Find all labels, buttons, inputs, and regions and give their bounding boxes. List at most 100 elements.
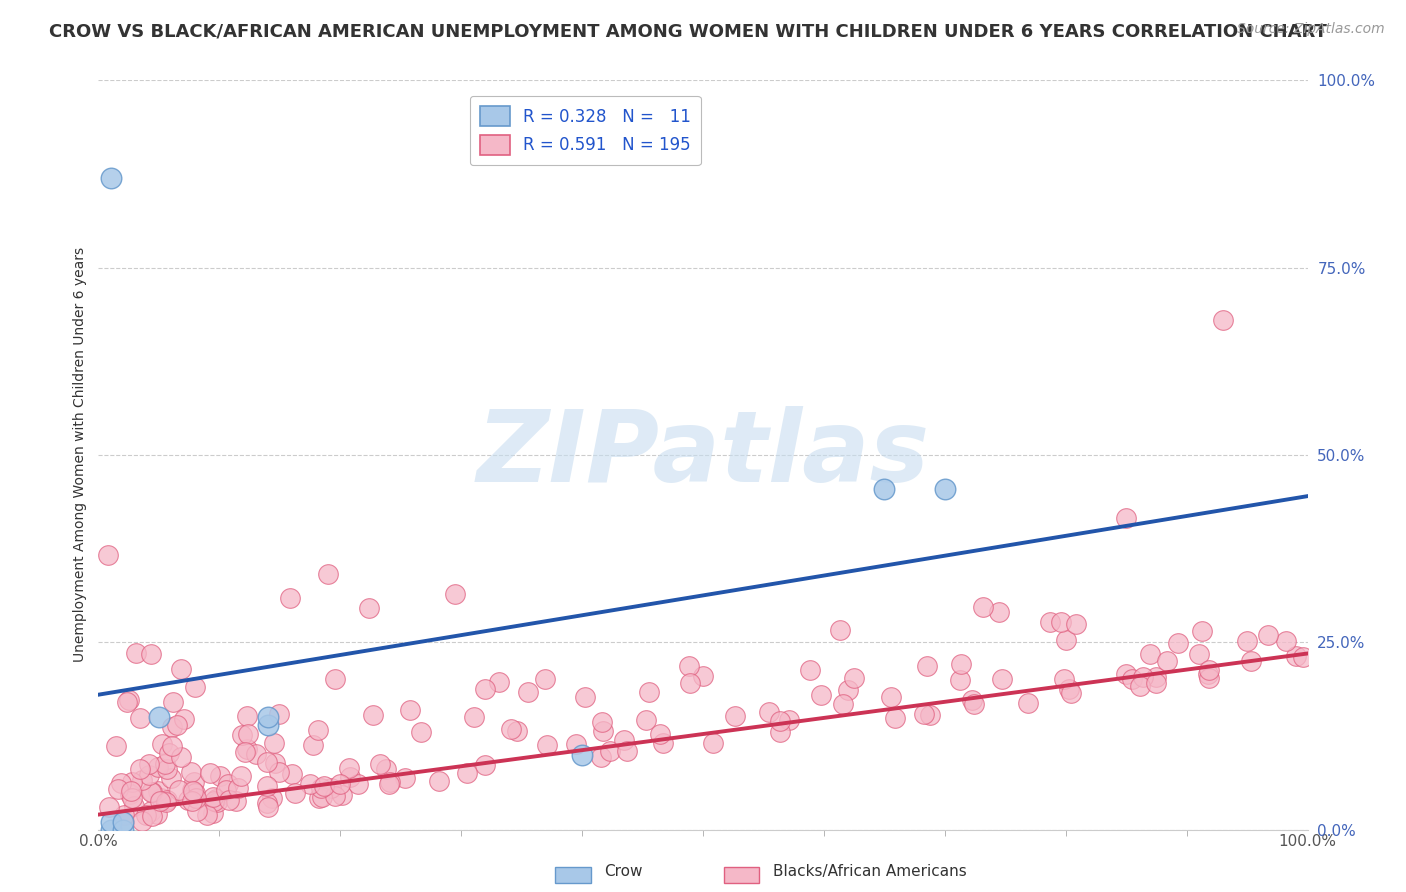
Point — [125, 646, 148, 660]
Point — [269, 764, 291, 779]
Point — [769, 725, 792, 739]
Point — [1191, 624, 1213, 639]
Text: Crow: Crow — [605, 864, 643, 879]
Point — [842, 671, 865, 685]
Point — [1198, 663, 1220, 677]
Y-axis label: Unemployment Among Women with Children Under 6 years: Unemployment Among Women with Children U… — [73, 247, 87, 663]
Point — [120, 784, 142, 798]
Point — [284, 786, 307, 800]
Point — [347, 777, 370, 791]
Point — [229, 768, 252, 782]
Point — [138, 757, 160, 772]
Point — [1188, 648, 1211, 662]
Point — [98, 800, 121, 814]
Point — [262, 790, 284, 805]
Point — [180, 765, 202, 780]
Point — [1121, 672, 1143, 686]
Point — [1285, 649, 1308, 664]
Point — [652, 736, 675, 750]
Point — [308, 791, 330, 805]
Point — [263, 735, 285, 749]
Point — [202, 794, 225, 808]
Point — [231, 728, 253, 742]
Point — [692, 668, 714, 682]
Point — [236, 708, 259, 723]
Point — [1212, 313, 1234, 327]
Point — [323, 672, 346, 686]
Point — [456, 766, 478, 780]
Point — [217, 777, 239, 791]
Point — [159, 771, 181, 785]
Point — [1274, 634, 1296, 648]
Point — [443, 587, 465, 601]
Point — [330, 789, 353, 803]
Point — [591, 714, 613, 729]
Point — [111, 822, 134, 837]
Point — [183, 775, 205, 789]
Point — [181, 794, 204, 808]
Point — [198, 765, 221, 780]
Point — [112, 807, 135, 822]
Point — [146, 783, 169, 797]
Point — [409, 724, 432, 739]
Point — [1156, 654, 1178, 668]
Point — [150, 737, 173, 751]
Point — [810, 689, 832, 703]
Point — [678, 675, 700, 690]
Point — [536, 738, 558, 752]
Point — [1239, 654, 1261, 668]
Point — [830, 623, 852, 637]
Point — [307, 723, 329, 737]
Point — [769, 714, 792, 729]
Point — [1257, 628, 1279, 642]
Point — [202, 805, 225, 820]
Point — [399, 703, 422, 717]
Point — [972, 599, 994, 614]
Point — [245, 747, 267, 762]
Point — [181, 784, 204, 798]
Point — [150, 791, 173, 805]
Point — [880, 690, 903, 704]
Point — [1129, 679, 1152, 693]
Point — [960, 693, 983, 707]
Point — [131, 772, 153, 787]
Point — [571, 747, 593, 762]
Point — [149, 794, 172, 808]
Point — [173, 712, 195, 726]
Point — [589, 749, 612, 764]
Point — [157, 746, 180, 760]
Point — [112, 814, 135, 829]
Point — [121, 775, 143, 789]
Point — [160, 739, 183, 753]
Point — [378, 777, 401, 791]
Point — [1167, 635, 1189, 649]
Point — [302, 738, 325, 752]
Point — [146, 807, 169, 822]
Point — [129, 762, 152, 776]
Point — [316, 567, 339, 582]
Text: Blacks/African Americans: Blacks/African Americans — [773, 864, 967, 879]
Point — [156, 792, 179, 806]
Point — [170, 662, 193, 676]
Point — [724, 709, 747, 723]
Point — [218, 793, 240, 807]
Point — [233, 744, 256, 758]
Point — [153, 756, 176, 771]
Point — [599, 743, 621, 757]
Point — [574, 690, 596, 704]
Point — [131, 814, 153, 828]
Point — [564, 737, 586, 751]
Point — [1059, 686, 1081, 700]
Point — [312, 779, 335, 793]
Point — [374, 763, 396, 777]
Point — [257, 799, 280, 814]
Point — [323, 789, 346, 803]
Point — [778, 713, 800, 727]
Point — [209, 769, 232, 783]
Point — [225, 794, 247, 808]
Point — [915, 659, 938, 673]
Point — [256, 780, 278, 794]
Point — [226, 780, 249, 795]
Point — [107, 782, 129, 797]
Point — [1132, 670, 1154, 684]
